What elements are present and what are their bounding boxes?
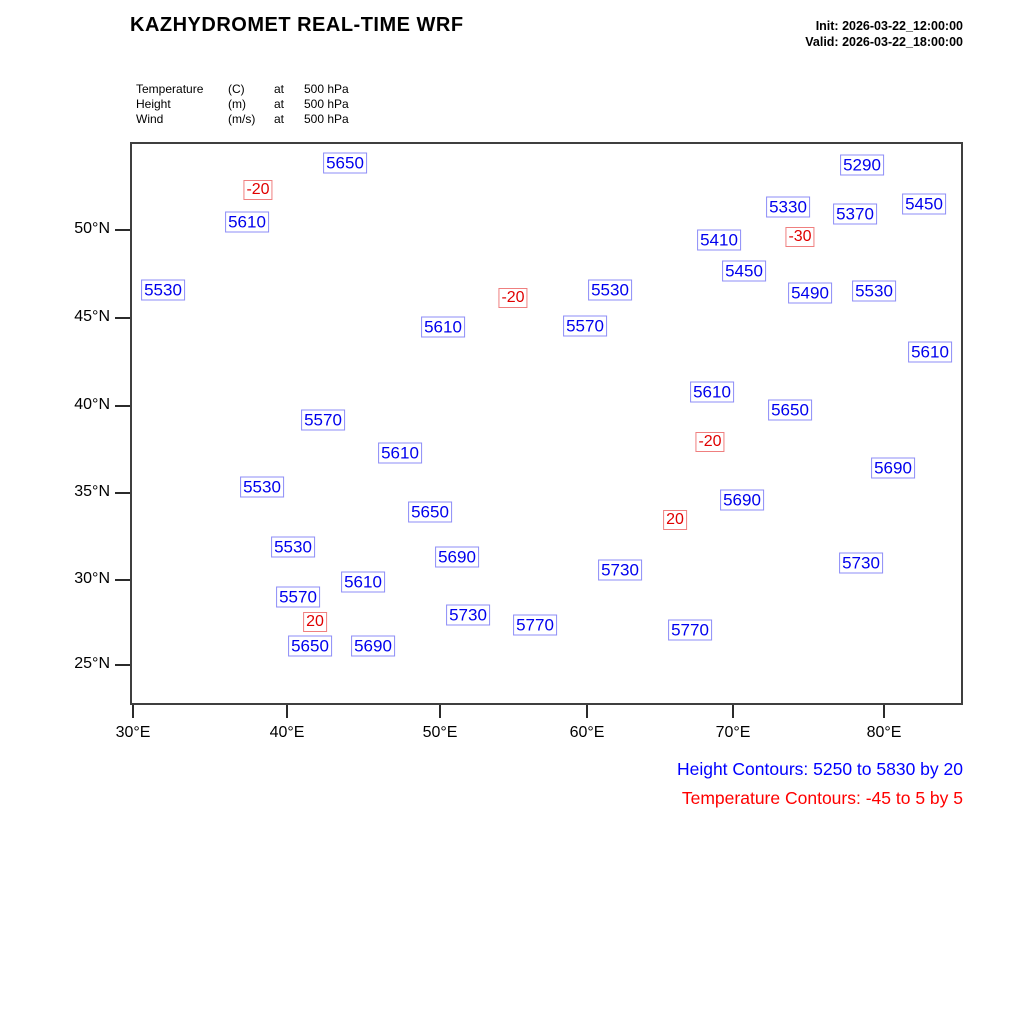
height-contour-label: 5690 [871, 457, 915, 479]
height-contour-label: 5650 [408, 501, 452, 523]
height-contour-label: 5610 [225, 211, 269, 233]
legend-row-temperature: Temperature (C) at 500 hPa [136, 82, 349, 97]
height-contour-label: 5730 [598, 559, 642, 581]
height-contour-label: 5370 [833, 203, 877, 225]
legend-unit: (C) [228, 82, 245, 96]
lon-tick-label: 50°E [422, 724, 458, 741]
legend-row-wind: Wind (m/s) at 500 hPa [136, 112, 349, 127]
legend-level: 500 hPa [304, 82, 349, 96]
lat-tick-label: 30°N [74, 570, 110, 587]
temp-contour-label: -20 [498, 288, 528, 308]
temp-contour-label: 20 [303, 612, 327, 632]
page-title: KAZHYDROMET REAL-TIME WRF [130, 14, 464, 36]
height-contour-label: 5490 [788, 282, 832, 304]
height-contour-label: 5530 [141, 279, 185, 301]
height-contour-label: 5650 [323, 152, 367, 174]
lon-tick-label: 30°E [115, 724, 151, 741]
temp-contour-label: 20 [663, 510, 687, 530]
lat-tick [115, 492, 130, 494]
height-contour-label: 5290 [840, 154, 884, 176]
height-contour-label: 5610 [421, 316, 465, 338]
height-contour-label: 5570 [276, 586, 320, 608]
temperature-contours-caption: Temperature Contours: -45 to 5 by 5 [681, 788, 963, 808]
lat-tick [115, 317, 130, 319]
height-contour-label: 5530 [588, 279, 632, 301]
height-contour-label: 5730 [839, 552, 883, 574]
height-contour-label: 5690 [720, 489, 764, 511]
height-contour-label: 5770 [513, 614, 557, 636]
legend-at: at [274, 112, 285, 126]
height-contour-label: 5610 [690, 381, 734, 403]
height-contour-label: 5530 [240, 476, 284, 498]
lon-tick [286, 705, 288, 718]
height-contour-label: 5690 [435, 546, 479, 568]
temp-contour-label: -20 [243, 180, 273, 200]
lat-tick-label: 40°N [74, 396, 110, 413]
legend-row-height: Height (m) at 500 hPa [136, 97, 349, 112]
height-contour-label: 5330 [766, 196, 810, 218]
lat-tick [115, 579, 130, 581]
height-contour-label: 5530 [852, 280, 896, 302]
contour-captions: Height Contours: 5250 to 5830 by 20 Temp… [677, 755, 963, 813]
height-contour-label: 5690 [351, 635, 395, 657]
lat-tick [115, 229, 130, 231]
height-contour-label: 5530 [271, 536, 315, 558]
lat-tick-label: 35°N [74, 483, 110, 500]
height-contour-label: 5610 [908, 341, 952, 363]
height-contour-label: 5730 [446, 604, 490, 626]
map-plot-area: 5650 5610 5530 5290 5330 5370 5450 5410 5450 5490… [74, 142, 963, 741]
height-contour-label: 5650 [768, 399, 812, 421]
height-contour-label: 5770 [668, 619, 712, 641]
legend-level: 500 hPa [304, 97, 349, 111]
height-contour-label: 5610 [341, 571, 385, 593]
field-legend: Temperature (C) at 500 hPa Height (m) at 500 h… [136, 82, 349, 127]
legend-at: at [274, 97, 285, 111]
lon-tick-label: 70°E [715, 724, 751, 741]
init-time: Init: 2026-03-22_12:00:00 [815, 19, 963, 33]
lon-tick [883, 705, 885, 718]
lat-tick-label: 45°N [74, 308, 110, 325]
lat-tick-label: 25°N [74, 655, 110, 672]
legend-param: Temperature [136, 82, 204, 96]
height-contour-label: 5450 [722, 260, 766, 282]
legend-level: 500 hPa [304, 112, 349, 126]
legend-param: Wind [136, 112, 164, 126]
lat-tick-label: 50°N [74, 220, 110, 237]
height-contour-label: 5570 [301, 409, 345, 431]
legend-unit: (m) [228, 97, 246, 111]
legend-at: at [274, 82, 285, 96]
lon-tick-label: 80°E [866, 724, 902, 741]
legend-param: Height [136, 97, 171, 111]
height-contour-label: 5410 [697, 229, 741, 251]
model-run-times: Init: 2026-03-22_12:00:00 Valid: 2026-03… [805, 18, 963, 50]
height-contour-label: 5610 [378, 442, 422, 464]
temp-contour-label: -20 [695, 432, 725, 452]
lat-tick [115, 405, 130, 407]
lon-tick [732, 705, 734, 718]
temp-contour-label: -30 [785, 227, 815, 247]
valid-time: Valid: 2026-03-22_18:00:00 [805, 35, 963, 49]
lon-tick-label: 40°E [269, 724, 305, 741]
height-contour-label: 5450 [902, 193, 946, 215]
height-contour-label: 5650 [288, 635, 332, 657]
height-contours-caption: Height Contours: 5250 to 5830 by 20 [676, 759, 963, 779]
lon-tick [439, 705, 441, 718]
lon-tick [586, 705, 588, 718]
map-frame [130, 142, 963, 705]
lon-tick-label: 60°E [569, 724, 605, 741]
lon-tick [132, 705, 134, 718]
legend-unit: (m/s) [228, 112, 256, 126]
lat-tick [115, 664, 130, 666]
height-contour-label: 5570 [563, 315, 607, 337]
